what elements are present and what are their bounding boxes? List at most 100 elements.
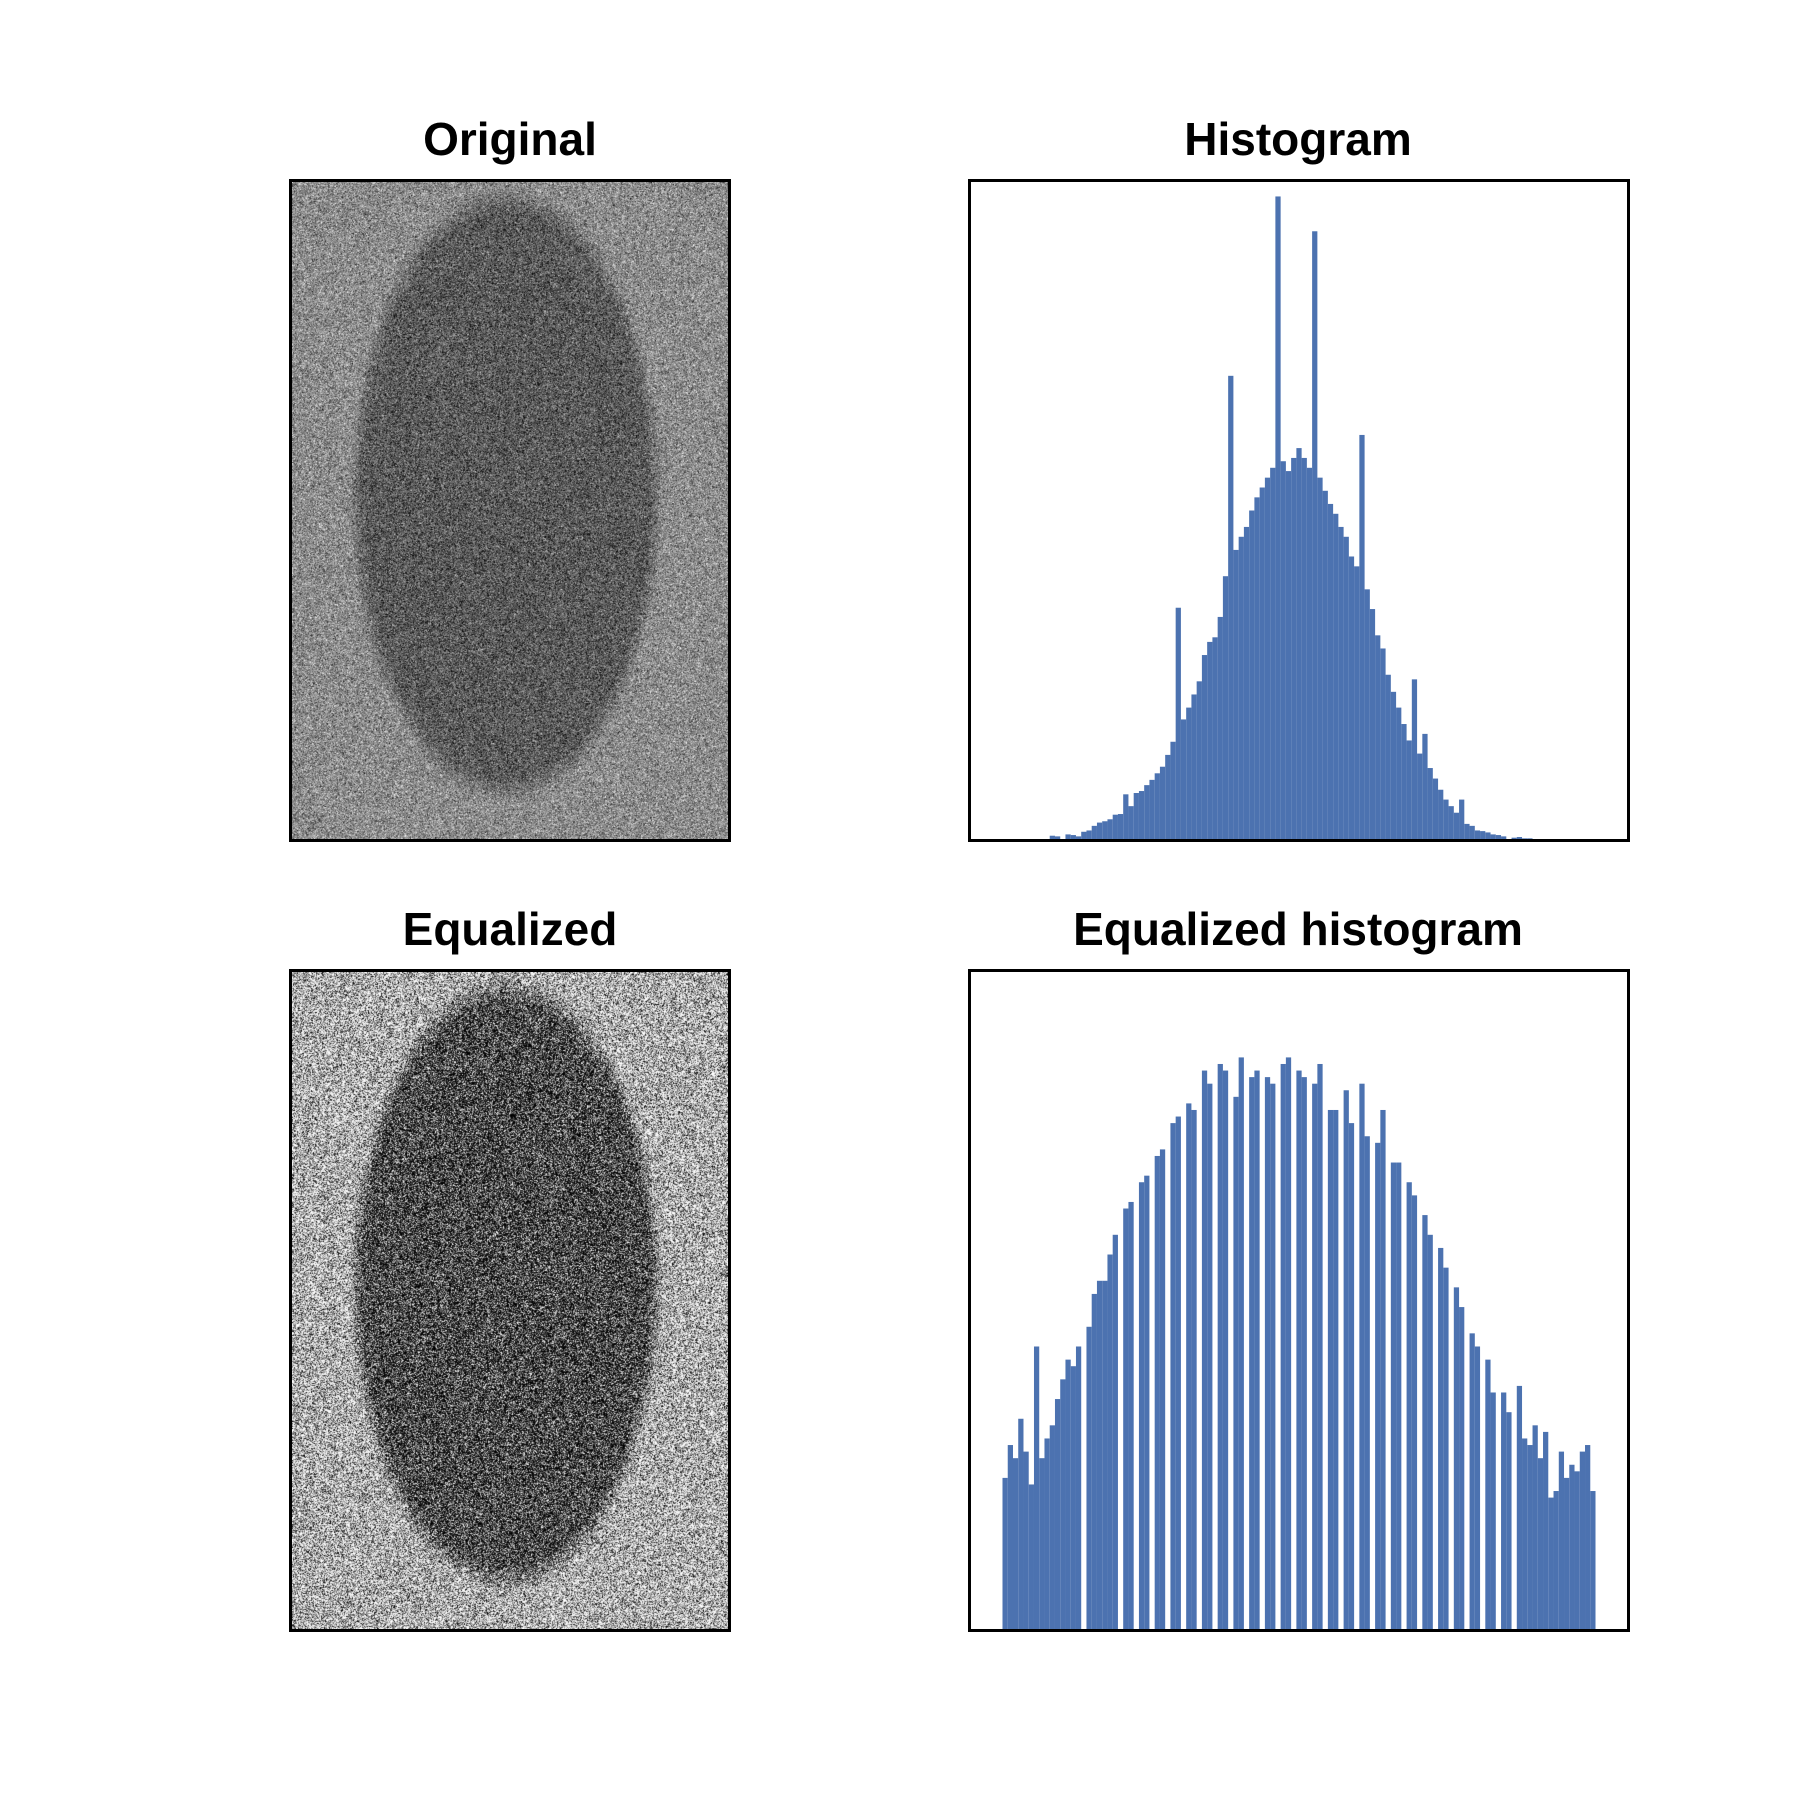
equalized-histogram-bar [1364,1136,1370,1629]
histogram-bar [1170,741,1176,839]
equalized-histogram-bar [1170,1123,1176,1629]
histogram-bar [1390,691,1397,839]
equalized-histogram-bar [1548,1497,1554,1629]
histogram-bar [1065,834,1071,839]
equalized-histogram-bar [1443,1267,1449,1629]
equalized-histogram-bar [1028,1484,1034,1629]
histogram-bar [1291,457,1297,839]
equalized-histogram-bar [1438,1247,1444,1629]
histogram-plot [1049,196,1533,839]
equalized-histogram-bar [1506,1412,1512,1629]
equalized-histogram-bar [1516,1385,1523,1629]
histogram-bar [1474,830,1481,839]
equalized-histogram-bar [1469,1333,1475,1629]
equalized-histogram-bar [1002,1477,1008,1629]
equalized-histogram-bar [1532,1425,1538,1629]
histogram-bar [1495,835,1502,839]
equalized-histogram-bar [1285,1057,1292,1629]
histogram-bar [1133,793,1139,839]
histogram-bar [1317,477,1323,839]
equalized-histogram-bar [1459,1307,1465,1629]
equalized-histogram-bar [1359,1083,1365,1629]
histogram-bar [1117,814,1124,839]
histogram-bar [1259,487,1265,839]
histogram-bar [1212,637,1218,839]
histogram-bar [1327,503,1334,839]
histogram-bar [1054,836,1061,839]
equalized-histogram-bar [1312,1083,1318,1629]
equalized-histogram-bar [1501,1392,1507,1629]
histogram-bar [1469,825,1475,839]
equalized-histogram-bar [1396,1162,1402,1629]
equalized-histogram-bar [1238,1057,1244,1629]
equalized-histogram-bar [1485,1359,1491,1629]
histogram-bar [1427,768,1433,839]
histogram-bar [1165,754,1171,839]
histogram-bar [1191,694,1197,839]
equalized-image-frame [289,969,731,1632]
equalized-histogram-bar [1070,1366,1076,1629]
equalized-histogram-bar [1569,1464,1575,1629]
equalized-histogram-bar [1537,1458,1544,1629]
histogram-bar [1432,778,1439,839]
histogram-bar [1280,461,1286,839]
histogram-bar [1096,822,1103,839]
histogram-bar [1422,733,1428,839]
histogram-bar [1049,835,1055,839]
equalized-histogram-bar [1191,1109,1197,1629]
histogram-bar [1275,196,1281,839]
equalized-histogram-bar [1033,1346,1040,1629]
equalized-histogram-bar [1380,1109,1386,1629]
histogram-bar [1270,467,1276,839]
histogram-bar [1527,838,1533,839]
equalized-histogram-bar [1217,1063,1223,1629]
histogram-bar [1081,831,1087,839]
histogram-bar [1369,609,1376,839]
equalized-histogram-bar [1343,1090,1349,1629]
histogram-bar [1406,740,1412,839]
equalized-histogram-bar [1427,1234,1433,1629]
equalized-histogram-bar [1222,1070,1229,1629]
histogram-bar [1401,724,1407,839]
equalized-histogram-bar [1327,1109,1334,1629]
histogram-bar [1091,825,1097,839]
equalized-histogram-bar [1490,1392,1496,1629]
histogram-bar [1243,526,1250,839]
equalized-histogram-bar [1075,1346,1082,1629]
histogram-bar [1238,536,1244,839]
histogram-bar [1464,823,1470,839]
equalized-histogram-bar [1049,1425,1055,1629]
histogram-bar [1375,635,1381,839]
title-original: Original [423,113,597,165]
equalized-histogram-bar [1411,1195,1418,1629]
histogram-bar [1296,448,1302,839]
histogram-bar [1285,471,1292,839]
histogram-bar [1306,467,1313,839]
histogram-bar [1222,576,1229,839]
histogram-bar [1438,789,1444,839]
histogram-bar [1107,819,1113,839]
equalized-histogram-bar [1012,1458,1019,1629]
histogram-bar [1254,497,1260,839]
equalized-histogram-bar [1590,1491,1596,1629]
title-histogram: Histogram [1184,113,1412,165]
equalized-histogram-bar [1375,1142,1381,1629]
equalized-histogram-bar [1333,1109,1339,1629]
histogram-bar [1196,681,1202,839]
equalized-histogram-bar [1579,1451,1586,1629]
histogram-bar [1516,837,1523,839]
histogram-bar [1207,641,1213,839]
histogram-bar [1364,589,1370,839]
equalized-histogram-bar [1112,1234,1118,1629]
equalized-histogram-bar [1128,1201,1134,1629]
histogram-bar [1128,806,1134,839]
histogram-bar [1144,785,1150,839]
histogram-bar [1175,607,1181,839]
equalized-histogram-bar [1138,1182,1145,1629]
equalized-histogram-bar [1296,1070,1302,1629]
equalized-histogram-bar [1422,1215,1428,1629]
equalized-histogram-bar [1280,1063,1286,1629]
original-image-frame [289,179,731,842]
equalized-histogram-bar [1007,1445,1013,1629]
histogram-bar [1149,779,1155,839]
